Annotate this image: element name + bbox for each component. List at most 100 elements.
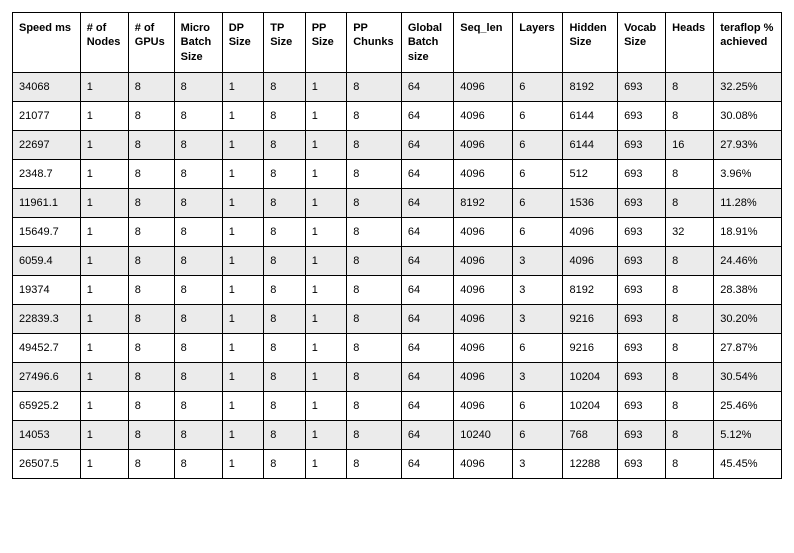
- column-header: PP Chunks: [347, 13, 402, 73]
- table-cell: 8: [128, 130, 174, 159]
- table-cell: 5.12%: [714, 420, 782, 449]
- table-cell: 64: [401, 72, 453, 101]
- table-row: 22839.3188181864409639216693830.20%: [13, 304, 782, 333]
- column-header: # of GPUs: [128, 13, 174, 73]
- table-cell: 8: [264, 275, 306, 304]
- table-row: 49452.7188181864409669216693827.87%: [13, 333, 782, 362]
- table-cell: 28.38%: [714, 275, 782, 304]
- table-cell: 4096: [454, 159, 513, 188]
- table-cell: 8: [264, 217, 306, 246]
- table-cell: 8: [264, 188, 306, 217]
- table-cell: 3.96%: [714, 159, 782, 188]
- table-cell: 4096: [563, 246, 618, 275]
- table-cell: 27.87%: [714, 333, 782, 362]
- table-cell: 30.20%: [714, 304, 782, 333]
- table-cell: 1: [305, 159, 347, 188]
- table-cell: 22839.3: [13, 304, 81, 333]
- table-row: 26507.51881818644096312288693845.45%: [13, 449, 782, 478]
- table-cell: 8: [666, 391, 714, 420]
- table-cell: 1: [305, 101, 347, 130]
- table-cell: 8: [666, 333, 714, 362]
- table-cell: 1: [80, 101, 128, 130]
- table-cell: 8: [174, 449, 222, 478]
- table-cell: 1: [222, 391, 264, 420]
- table-cell: 32.25%: [714, 72, 782, 101]
- table-cell: 8: [347, 159, 402, 188]
- table-cell: 49452.7: [13, 333, 81, 362]
- table-cell: 8: [347, 101, 402, 130]
- table-cell: 64: [401, 420, 453, 449]
- table-cell: 14053: [13, 420, 81, 449]
- table-cell: 693: [618, 275, 666, 304]
- table-cell: 64: [401, 304, 453, 333]
- table-cell: 8: [174, 217, 222, 246]
- table-cell: 8: [128, 275, 174, 304]
- table-cell: 8: [128, 72, 174, 101]
- table-cell: 4096: [563, 217, 618, 246]
- table-cell: 8: [264, 362, 306, 391]
- table-cell: 64: [401, 130, 453, 159]
- table-cell: 1: [305, 333, 347, 362]
- table-row: 226971881818644096661446931627.93%: [13, 130, 782, 159]
- table-cell: 8: [128, 188, 174, 217]
- table-cell: 1: [222, 420, 264, 449]
- table-cell: 64: [401, 159, 453, 188]
- table-cell: 1: [222, 246, 264, 275]
- table-cell: 8: [347, 449, 402, 478]
- table-cell: 1: [222, 304, 264, 333]
- table-cell: 4096: [454, 391, 513, 420]
- table-cell: 12288: [563, 449, 618, 478]
- table-cell: 6: [513, 333, 563, 362]
- table-cell: 6: [513, 101, 563, 130]
- table-row: 11961.1188181864819261536693811.28%: [13, 188, 782, 217]
- table-row: 1405318818186410240676869385.12%: [13, 420, 782, 449]
- table-cell: 65925.2: [13, 391, 81, 420]
- table-cell: 11961.1: [13, 188, 81, 217]
- table-cell: 4096: [454, 362, 513, 391]
- table-cell: 8: [174, 304, 222, 333]
- table-cell: 1: [80, 391, 128, 420]
- table-cell: 11.28%: [714, 188, 782, 217]
- table-cell: 1: [305, 275, 347, 304]
- table-cell: 64: [401, 275, 453, 304]
- table-cell: 4096: [454, 449, 513, 478]
- table-cell: 4096: [454, 130, 513, 159]
- table-cell: 64: [401, 449, 453, 478]
- column-header: Vocab Size: [618, 13, 666, 73]
- table-cell: 8: [666, 72, 714, 101]
- table-cell: 27.93%: [714, 130, 782, 159]
- table-cell: 8: [666, 188, 714, 217]
- table-cell: 8: [264, 246, 306, 275]
- table-cell: 3: [513, 304, 563, 333]
- table-cell: 9216: [563, 304, 618, 333]
- column-header: TP Size: [264, 13, 306, 73]
- table-cell: 1: [305, 72, 347, 101]
- table-cell: 1: [305, 217, 347, 246]
- table-cell: 1: [305, 391, 347, 420]
- table-cell: 1: [80, 130, 128, 159]
- table-cell: 1: [222, 101, 264, 130]
- table-row: 65925.21881818644096610204693825.46%: [13, 391, 782, 420]
- table-cell: 8: [347, 246, 402, 275]
- table-cell: 64: [401, 333, 453, 362]
- table-cell: 8: [128, 420, 174, 449]
- table-cell: 1: [80, 217, 128, 246]
- table-cell: 693: [618, 101, 666, 130]
- table-cell: 8: [347, 420, 402, 449]
- column-header: Seq_len: [454, 13, 513, 73]
- table-cell: 693: [618, 304, 666, 333]
- table-cell: 3: [513, 362, 563, 391]
- table-cell: 8: [666, 304, 714, 333]
- table-cell: 64: [401, 188, 453, 217]
- table-cell: 8: [666, 449, 714, 478]
- table-cell: 10204: [563, 391, 618, 420]
- table-cell: 8: [128, 391, 174, 420]
- table-cell: 3: [513, 275, 563, 304]
- table-cell: 693: [618, 246, 666, 275]
- table-cell: 1: [80, 246, 128, 275]
- table-cell: 4096: [454, 304, 513, 333]
- column-header: Heads: [666, 13, 714, 73]
- column-header: Global Batch size: [401, 13, 453, 73]
- table-cell: 1: [222, 449, 264, 478]
- table-cell: 8: [174, 159, 222, 188]
